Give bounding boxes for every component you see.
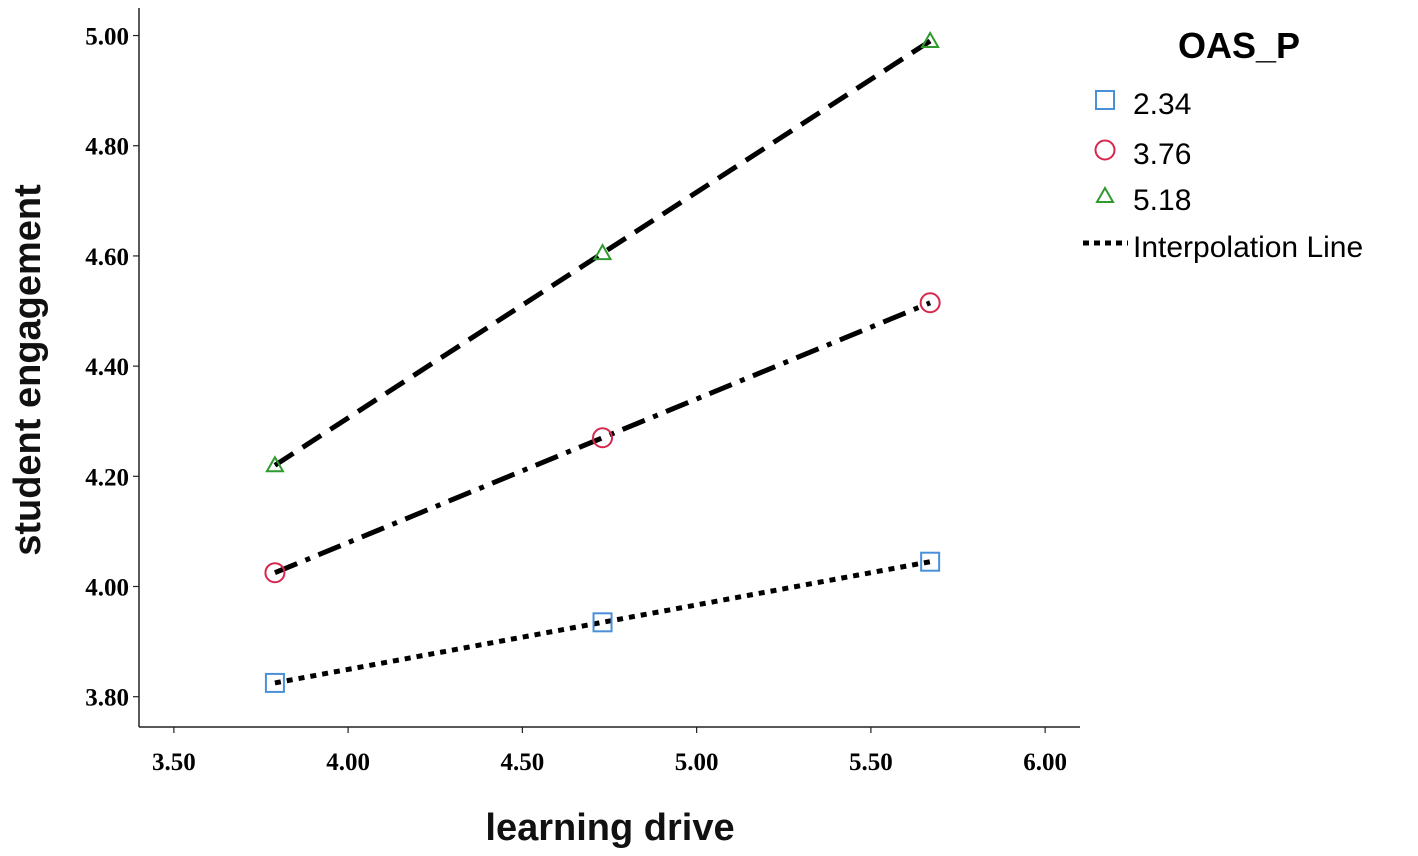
y-tick-label: 4.60 [85,244,129,271]
series-line-5.18 [273,38,932,468]
x-tick-label: 3.50 [152,749,196,776]
y-tick-label: 4.20 [85,464,129,491]
data-point-3.76-2 [592,427,614,449]
data-point-5.18-1 [265,455,285,473]
legend-interpolation-label: Interpolation Line [1133,231,1363,264]
data-point-2.34-1 [264,672,285,693]
legend: OAS_P 2.34 3.76 5.18 Interpolation Line [1083,25,1363,264]
legend-marker-circle-icon [1094,139,1116,161]
data-point-2.34-2 [592,612,613,633]
series-line-2.34 [274,559,931,686]
y-tick-label: 4.40 [85,354,129,381]
legend-label: 3.76 [1133,138,1191,171]
y-tick-label: 3.80 [85,685,129,712]
data-point-5.18-2 [592,243,613,261]
x-tick-label: 5.50 [849,749,893,776]
data-point-5.18-3 [920,31,940,49]
x-tick-label: 5.00 [675,749,719,776]
legend-title: OAS_P [1178,25,1300,66]
y-tick-label: 4.80 [85,134,129,161]
data-point-3.76-1 [264,562,286,584]
legend-marker-triangle-icon [1095,185,1115,203]
x-tick-label: 4.50 [500,749,544,776]
y-axis-title: student engagement [7,184,49,556]
legend-label: 2.34 [1133,88,1191,121]
data-point-2.34-3 [920,551,941,572]
axes: 3.50 4.00 4.50 5.00 5.50 6.00 3.80 4.00 4.20 4.40… [85,8,1080,776]
x-tick-label: 6.00 [1023,749,1067,776]
interpolation-lines [273,38,932,686]
data-markers [264,31,941,693]
data-point-3.76-3 [919,292,941,314]
legend-label: 5.18 [1133,184,1191,217]
y-tick-label: 4.00 [85,575,129,602]
y-tick-label: 5.00 [85,24,129,51]
series-line-3.76 [273,300,932,576]
x-axis-title: learning drive [485,807,734,849]
x-tick-label: 4.00 [326,749,370,776]
legend-marker-square-icon [1095,90,1115,110]
